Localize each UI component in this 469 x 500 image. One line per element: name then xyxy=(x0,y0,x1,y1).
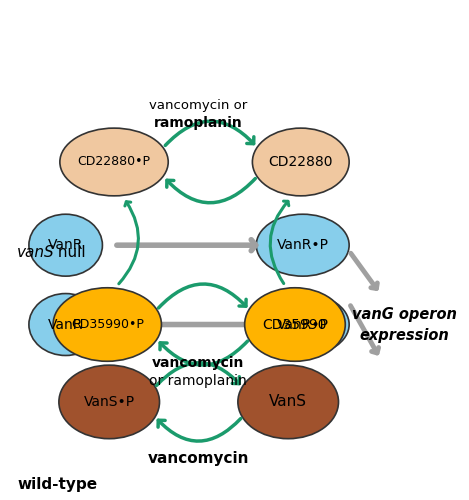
Ellipse shape xyxy=(29,214,102,276)
Text: vancomycin: vancomycin xyxy=(147,450,249,466)
Ellipse shape xyxy=(245,288,345,362)
Text: VanS•P: VanS•P xyxy=(83,395,135,409)
Text: or ramoplanin: or ramoplanin xyxy=(149,374,247,388)
Ellipse shape xyxy=(238,365,339,438)
Text: CD22880: CD22880 xyxy=(269,155,333,169)
Ellipse shape xyxy=(252,128,349,196)
Text: vanG operon
expression: vanG operon expression xyxy=(352,306,457,342)
Text: vancomycin or: vancomycin or xyxy=(149,100,247,112)
Text: VanR•P: VanR•P xyxy=(277,238,329,252)
Ellipse shape xyxy=(256,214,349,276)
Ellipse shape xyxy=(53,288,161,362)
Ellipse shape xyxy=(256,294,349,356)
Text: CD35990•P: CD35990•P xyxy=(71,318,144,331)
Text: VanR: VanR xyxy=(48,318,83,332)
Text: VanR•P: VanR•P xyxy=(277,318,329,332)
Text: CD35990: CD35990 xyxy=(263,318,327,332)
Text: CD22880•P: CD22880•P xyxy=(77,156,151,168)
Ellipse shape xyxy=(59,365,159,438)
Text: wild-type: wild-type xyxy=(17,478,98,492)
Text: VanS: VanS xyxy=(269,394,307,409)
Text: null: null xyxy=(53,245,86,260)
Ellipse shape xyxy=(29,294,102,356)
Text: ramoplanin: ramoplanin xyxy=(154,116,242,130)
Text: VanR: VanR xyxy=(48,238,83,252)
Text: vancomycin: vancomycin xyxy=(152,356,244,370)
Ellipse shape xyxy=(60,128,168,196)
Text: vanS: vanS xyxy=(17,245,55,260)
